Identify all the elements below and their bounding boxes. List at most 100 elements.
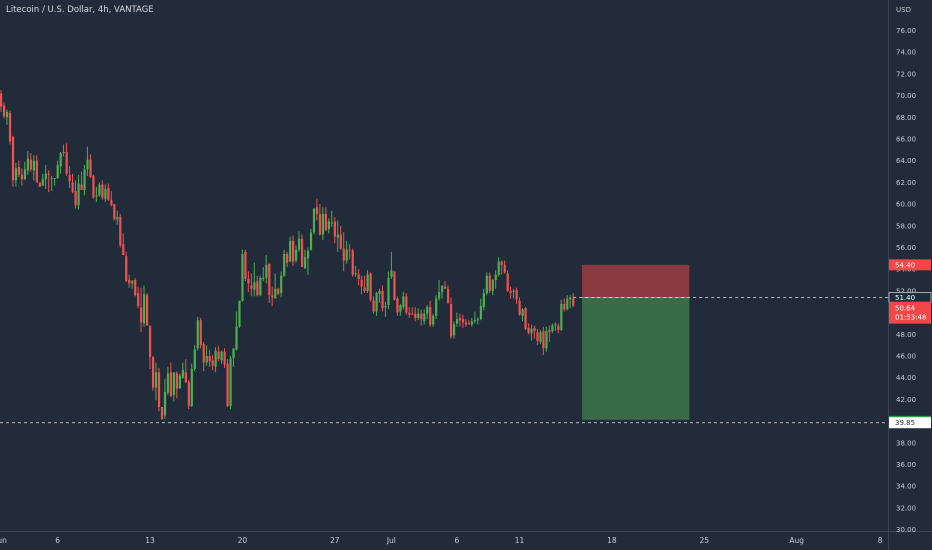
candle: [417, 308, 420, 321]
candle-body: [312, 208, 316, 233]
candle-body: [500, 261, 503, 265]
candle-body: [29, 159, 32, 170]
candle: [169, 362, 173, 398]
candle-body: [137, 293, 140, 307]
time-tick-label: 27: [330, 536, 340, 545]
candle: [2, 102, 6, 119]
candle-body: [0, 93, 3, 107]
candle: [250, 273, 253, 297]
candle-body: [202, 344, 205, 363]
price-tick-label: 30.00: [896, 526, 916, 534]
candle-body: [83, 169, 86, 190]
candle: [229, 356, 232, 410]
candle-body: [455, 319, 459, 324]
candle: [62, 144, 65, 157]
candle-body: [563, 303, 566, 310]
candle: [500, 260, 503, 275]
candles-layer: [0, 90, 575, 421]
candle: [405, 293, 408, 315]
candle-body: [32, 160, 35, 171]
candle-body: [154, 372, 158, 388]
candle: [485, 272, 488, 296]
candle: [23, 161, 27, 181]
candle-body: [569, 297, 572, 300]
candle-body: [530, 328, 533, 334]
candle-body: [452, 324, 456, 336]
candle-body: [125, 256, 128, 282]
candle: [286, 251, 289, 268]
candle: [545, 326, 548, 352]
candle: [521, 308, 524, 322]
price-tick-label: 34.00: [896, 483, 916, 491]
candle-body: [175, 373, 179, 389]
candle: [277, 287, 280, 296]
time-tick-label: Aug: [789, 536, 804, 545]
candle: [265, 255, 268, 284]
candle-body: [119, 217, 122, 246]
price-tick-label: 66.00: [896, 136, 916, 144]
candle: [488, 272, 491, 294]
candle: [199, 318, 202, 349]
candle: [89, 154, 92, 179]
candle: [467, 320, 471, 325]
entry-price-tag: 51.40: [888, 292, 932, 303]
candle-body: [205, 356, 208, 363]
candle: [411, 307, 414, 315]
candle: [438, 280, 441, 301]
price-tick-label: 42.00: [896, 396, 916, 404]
candle: [560, 299, 563, 332]
candle-body: [122, 244, 125, 256]
candle-body: [157, 372, 161, 407]
price-tick-label: 68.00: [896, 114, 916, 122]
candle-body: [2, 105, 6, 117]
overlay-layer: [0, 264, 888, 424]
candle-body: [518, 300, 521, 315]
candle: [41, 173, 44, 186]
candle-body: [414, 313, 417, 319]
candle: [205, 345, 208, 366]
candle: [390, 251, 393, 279]
candle: [292, 235, 295, 266]
candle: [47, 170, 50, 193]
candle: [447, 285, 450, 304]
candle-body: [351, 250, 354, 275]
candle-body: [327, 221, 330, 230]
candle: [220, 350, 223, 364]
candle-body: [539, 332, 542, 342]
candle: [193, 345, 196, 372]
candle-body: [461, 319, 465, 323]
candle: [241, 249, 244, 302]
candle: [402, 291, 405, 310]
candle: [71, 173, 74, 194]
candle: [414, 307, 417, 322]
candle-body: [265, 264, 268, 278]
time-tick-label: 20: [238, 536, 248, 545]
candle: [289, 236, 292, 262]
candle: [318, 204, 322, 236]
candle: [101, 180, 104, 200]
candle-body: [131, 281, 134, 284]
candle-body: [473, 320, 477, 322]
candle-body: [572, 298, 575, 306]
candle-body: [17, 167, 21, 175]
candle-body: [384, 306, 387, 308]
candle: [223, 348, 226, 368]
candle-body: [226, 363, 229, 406]
candle-body: [375, 293, 378, 312]
candle-body: [134, 280, 137, 296]
candle-body: [354, 273, 357, 275]
candle: [378, 288, 381, 303]
candle: [65, 143, 68, 176]
candle-body: [503, 264, 506, 273]
candle-body: [417, 313, 420, 319]
support-price-tag-text: 39.85: [895, 419, 915, 427]
candle: [190, 363, 193, 407]
candle-body: [566, 298, 569, 310]
candle-body: [160, 406, 164, 419]
candle: [50, 175, 53, 192]
candle-body: [89, 159, 92, 177]
candle-body: [557, 325, 560, 330]
